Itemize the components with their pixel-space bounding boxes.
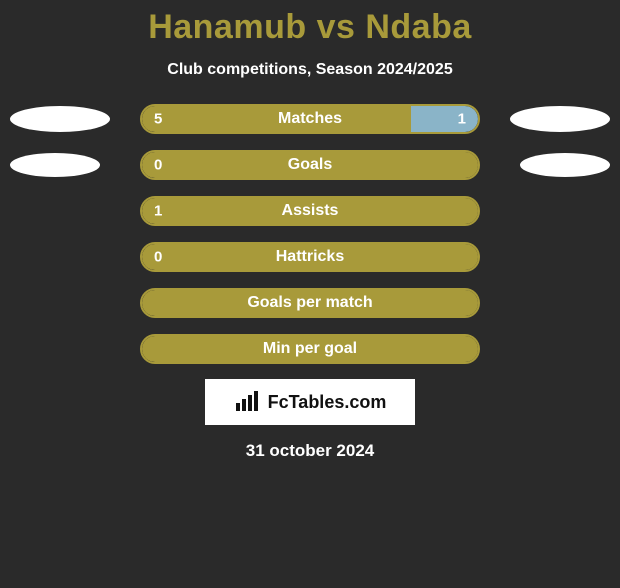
subtitle: Club competitions, Season 2024/2025 bbox=[0, 61, 620, 79]
stat-bar-fill-left bbox=[142, 152, 478, 178]
stat-value-left: 1 bbox=[154, 203, 162, 220]
bars-icon bbox=[234, 391, 262, 413]
stat-bar: Hattricks0 bbox=[140, 242, 480, 272]
stat-bar-fill-left bbox=[142, 106, 411, 132]
stat-bar-fill-right bbox=[411, 106, 478, 132]
stat-bar: Assists1 bbox=[140, 196, 480, 226]
player2-badge bbox=[520, 153, 610, 177]
stat-value-right: 1 bbox=[458, 111, 466, 128]
vs-text: vs bbox=[317, 8, 356, 46]
stat-bar: Matches51 bbox=[140, 104, 480, 134]
stat-row: Matches51 bbox=[0, 103, 620, 135]
player2-badge bbox=[510, 106, 610, 132]
date-text: 31 october 2024 bbox=[0, 441, 620, 461]
stat-bar: Min per goal bbox=[140, 334, 480, 364]
footer-logo-text: FcTables.com bbox=[268, 392, 387, 413]
stat-bar-fill-left bbox=[142, 290, 478, 316]
stat-row: Hattricks0 bbox=[0, 241, 620, 273]
stat-value-left: 5 bbox=[154, 111, 162, 128]
stat-row: Goals0 bbox=[0, 149, 620, 181]
stats-container: Matches51Goals0Assists1Hattricks0Goals p… bbox=[0, 103, 620, 365]
player1-badge bbox=[10, 153, 100, 177]
stat-bar-fill-left bbox=[142, 336, 478, 362]
stat-bar: Goals0 bbox=[140, 150, 480, 180]
stat-row: Min per goal bbox=[0, 333, 620, 365]
comparison-title: Hanamub vs Ndaba bbox=[0, 8, 620, 47]
stat-value-left: 0 bbox=[154, 249, 162, 266]
stat-bar: Goals per match bbox=[140, 288, 480, 318]
stat-bar-fill-left bbox=[142, 244, 478, 270]
stat-row: Goals per match bbox=[0, 287, 620, 319]
player1-badge bbox=[10, 106, 110, 132]
stat-bar-fill-left bbox=[142, 198, 478, 224]
footer-logo-box: FcTables.com bbox=[205, 379, 415, 425]
stat-value-left: 0 bbox=[154, 157, 162, 174]
stat-row: Assists1 bbox=[0, 195, 620, 227]
player2-name: Ndaba bbox=[365, 8, 471, 46]
player1-name: Hanamub bbox=[148, 8, 306, 46]
